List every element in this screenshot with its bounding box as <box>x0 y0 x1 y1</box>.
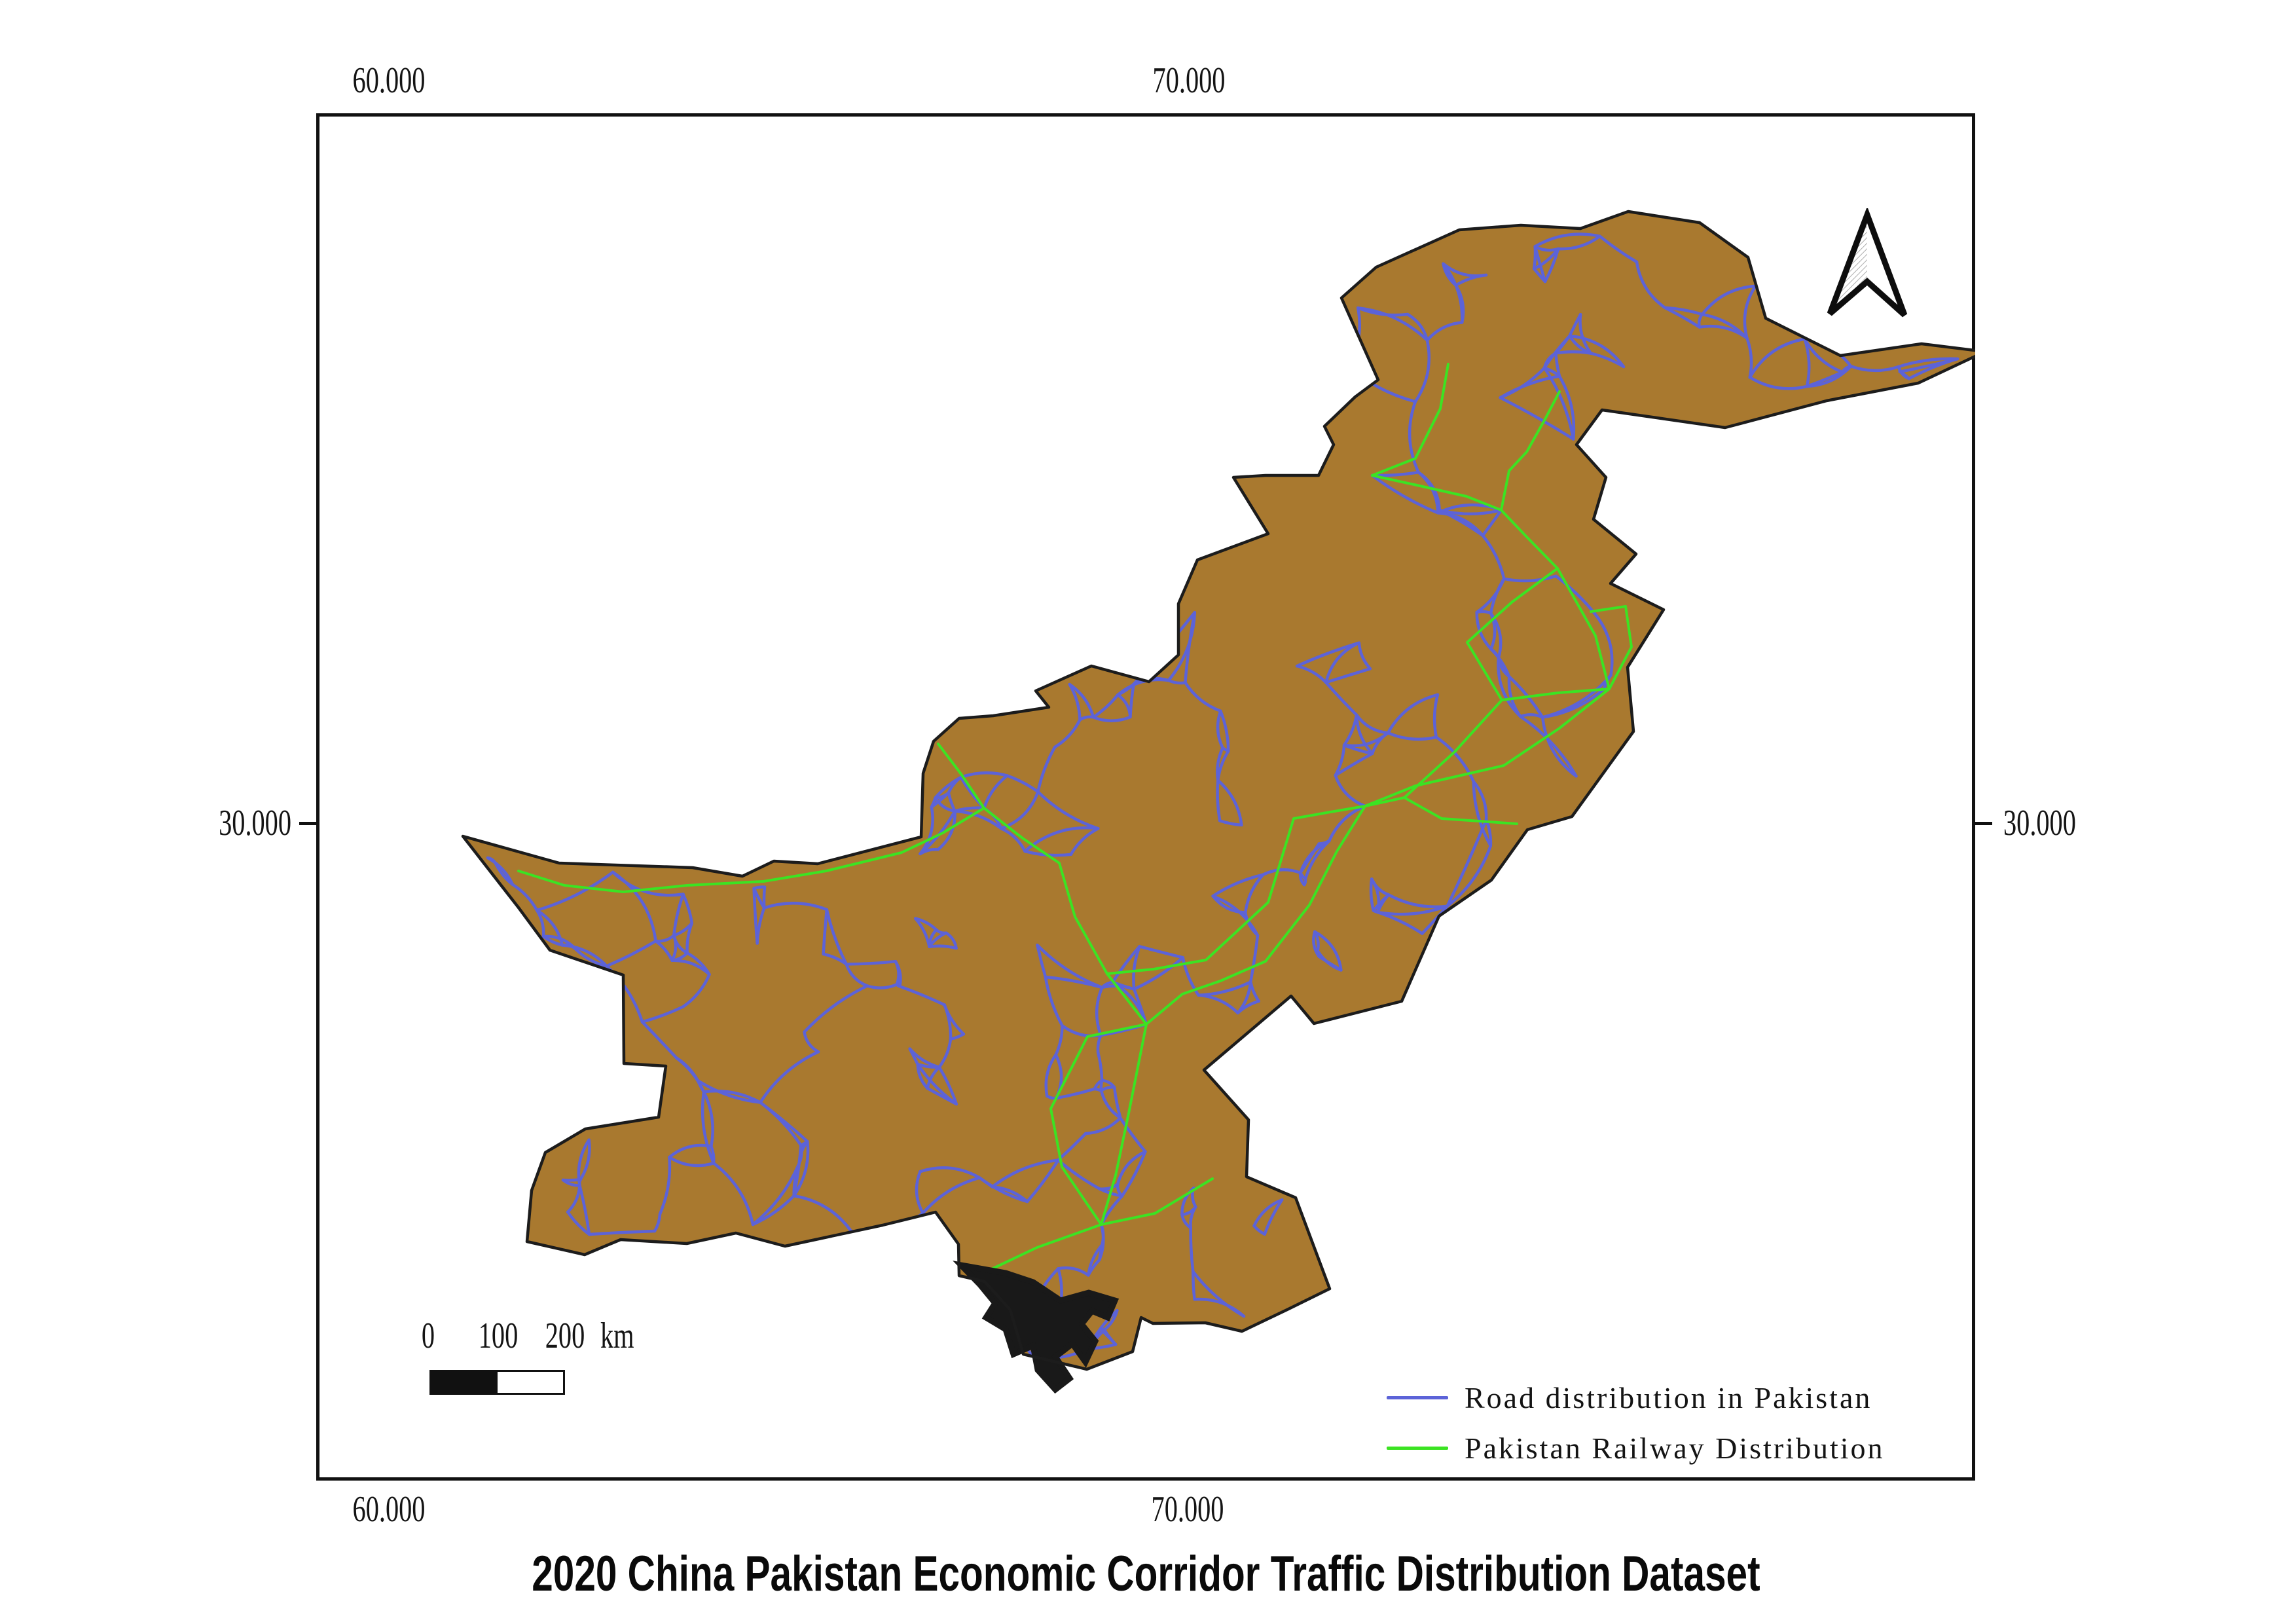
north-arrow-outline <box>1827 208 1908 318</box>
scale-unit-label: km <box>600 1316 634 1356</box>
rail-line-swatch <box>1387 1447 1448 1450</box>
scale-bar-white-segment <box>497 1372 563 1393</box>
legend-item-road: Road distribution in Pakistan <box>1387 1373 1885 1423</box>
north-arrow-icon <box>1827 208 1908 318</box>
scale-bar <box>429 1370 565 1395</box>
scale-label-100: 100 <box>478 1316 519 1356</box>
axis-label-top-60: 60.000 <box>352 60 426 101</box>
legend-item-rail: Pakistan Railway Distribution <box>1387 1423 1885 1473</box>
legend-label-road: Road distribution in Pakistan <box>1465 1381 1872 1414</box>
axis-label-right-30: 30.000 <box>2003 803 2076 843</box>
legend-label-rail: Pakistan Railway Distribution <box>1465 1431 1885 1465</box>
legend: Road distribution in Pakistan Pakistan R… <box>1387 1373 1885 1473</box>
scale-bar-black-segment <box>431 1372 498 1393</box>
pakistan-map <box>461 210 1975 1394</box>
axis-label-top-70: 70.000 <box>1152 60 1226 101</box>
axis-label-bottom-70: 70.000 <box>1151 1489 1224 1530</box>
scale-label-200: 200 <box>545 1316 585 1356</box>
figure-title: 2020 China Pakistan Economic Corridor Tr… <box>531 1546 1760 1602</box>
road-line-swatch <box>1387 1396 1448 1399</box>
axis-tick-left <box>299 822 316 825</box>
axis-label-left-30: 30.000 <box>219 803 291 843</box>
axis-label-bottom-60: 60.000 <box>352 1489 426 1530</box>
scale-label-0: 0 <box>421 1316 435 1356</box>
axis-tick-right <box>1975 822 1992 825</box>
